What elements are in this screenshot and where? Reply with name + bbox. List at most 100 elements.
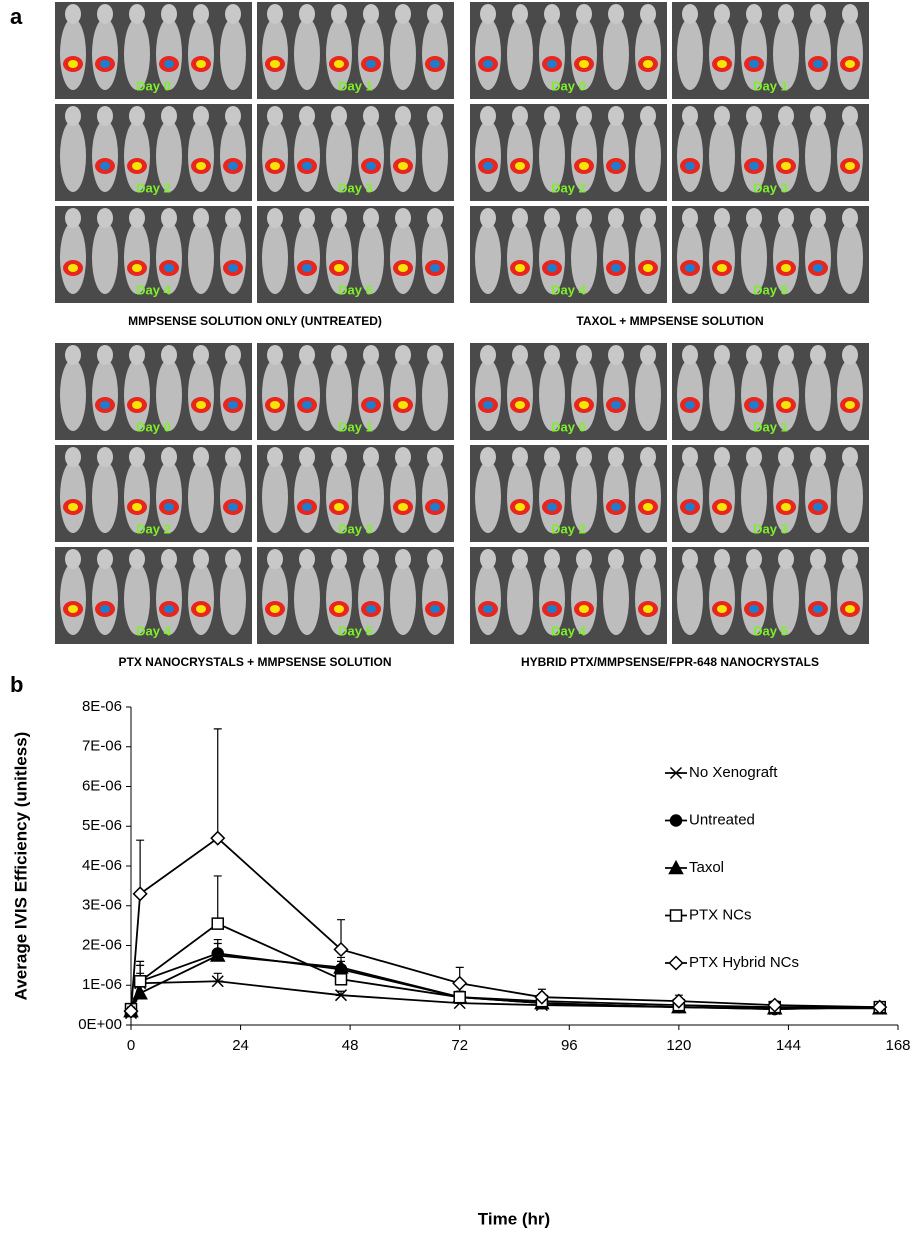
mouse-head (299, 549, 315, 569)
mouse-head (395, 345, 411, 365)
mouse-head (97, 106, 113, 126)
signal-core (334, 60, 344, 68)
y-tick-label: 6E-06 (82, 777, 122, 794)
group-caption: HYBRID PTX/MMPSENSE/FPR-648 NANOCRYSTALS (521, 655, 819, 669)
mouse (390, 222, 416, 294)
mouse (294, 120, 320, 192)
signal-core (685, 162, 695, 170)
mouse (603, 222, 629, 294)
mouse-head (193, 4, 209, 24)
day-label: Day 1 (338, 78, 373, 93)
signal-core (611, 264, 621, 272)
mouse (805, 359, 831, 431)
mouse-head (810, 447, 826, 467)
panel-label: b (10, 672, 23, 697)
mouse (294, 461, 320, 533)
mouse-head (427, 549, 443, 569)
signal-core (579, 401, 589, 409)
mouse (422, 222, 448, 294)
mouse-head (682, 4, 698, 24)
mouse-head (746, 208, 762, 228)
signal-core (398, 162, 408, 170)
mouse (475, 18, 501, 90)
signal-core (515, 401, 525, 409)
mouse (635, 18, 661, 90)
group-caption: PTX NANOCRYSTALS + MMPSENSE SOLUTION (118, 655, 391, 669)
mouse-head (427, 208, 443, 228)
mouse (507, 461, 533, 533)
mouse (603, 359, 629, 431)
signal-core (717, 503, 727, 511)
mouse-head (480, 345, 496, 365)
group-caption: MMPSENSE SOLUTION ONLY (UNTREATED) (128, 314, 382, 328)
signal-core (302, 264, 312, 272)
x-tick-label: 168 (885, 1037, 910, 1054)
signal-core (196, 162, 206, 170)
day-label: Day 1 (753, 78, 788, 93)
mouse-head (544, 447, 560, 467)
mouse (92, 120, 118, 192)
mouse-head (97, 208, 113, 228)
y-tick-label: 1E-06 (82, 976, 122, 993)
day-label: Day 4 (551, 623, 586, 638)
mouse-head (363, 549, 379, 569)
mouse-head (267, 208, 283, 228)
mouse-head (512, 106, 528, 126)
mouse-head (193, 106, 209, 126)
mouse (635, 461, 661, 533)
mouse (635, 120, 661, 192)
mouse-head (682, 549, 698, 569)
mouse (188, 461, 214, 533)
data-point (336, 974, 347, 985)
mouse-head (842, 345, 858, 365)
signal-core (228, 503, 238, 511)
mouse (262, 359, 288, 431)
mouse (262, 461, 288, 533)
signal-core (483, 605, 493, 613)
mouse (635, 222, 661, 294)
signal-core (132, 162, 142, 170)
mouse-head (576, 208, 592, 228)
signal-core (196, 60, 206, 68)
mouse-head (512, 345, 528, 365)
mouse (709, 359, 735, 431)
legend-label: PTX Hybrid NCs (689, 954, 799, 971)
x-axis-label: Time (hr) (478, 1209, 550, 1228)
mouse-head (267, 549, 283, 569)
mouse (805, 222, 831, 294)
data-point (454, 992, 465, 1003)
mouse (188, 18, 214, 90)
mouse-head (225, 549, 241, 569)
signal-core (132, 401, 142, 409)
mouse-head (65, 4, 81, 24)
mouse-head (576, 106, 592, 126)
mouse (390, 563, 416, 635)
mouse-head (161, 4, 177, 24)
signal-core (749, 60, 759, 68)
signal-core (366, 401, 376, 409)
mouse (92, 359, 118, 431)
mouse (220, 222, 246, 294)
signal-core (132, 503, 142, 511)
mouse (475, 461, 501, 533)
signal-core (781, 401, 791, 409)
signal-core (515, 503, 525, 511)
signal-core (611, 401, 621, 409)
mouse-head (682, 345, 698, 365)
mouse-head (395, 549, 411, 569)
day-label: Day 3 (753, 180, 788, 195)
mouse-head (395, 106, 411, 126)
mouse-head (608, 345, 624, 365)
signal-core (164, 264, 174, 272)
mouse-head (608, 4, 624, 24)
signal-core (100, 401, 110, 409)
mouse (475, 222, 501, 294)
mouse (294, 222, 320, 294)
mouse (422, 18, 448, 90)
mouse-head (640, 549, 656, 569)
mouse (294, 18, 320, 90)
day-label: Day 4 (136, 282, 171, 297)
signal-core (685, 503, 695, 511)
mouse-head (161, 447, 177, 467)
mouse-head (682, 208, 698, 228)
